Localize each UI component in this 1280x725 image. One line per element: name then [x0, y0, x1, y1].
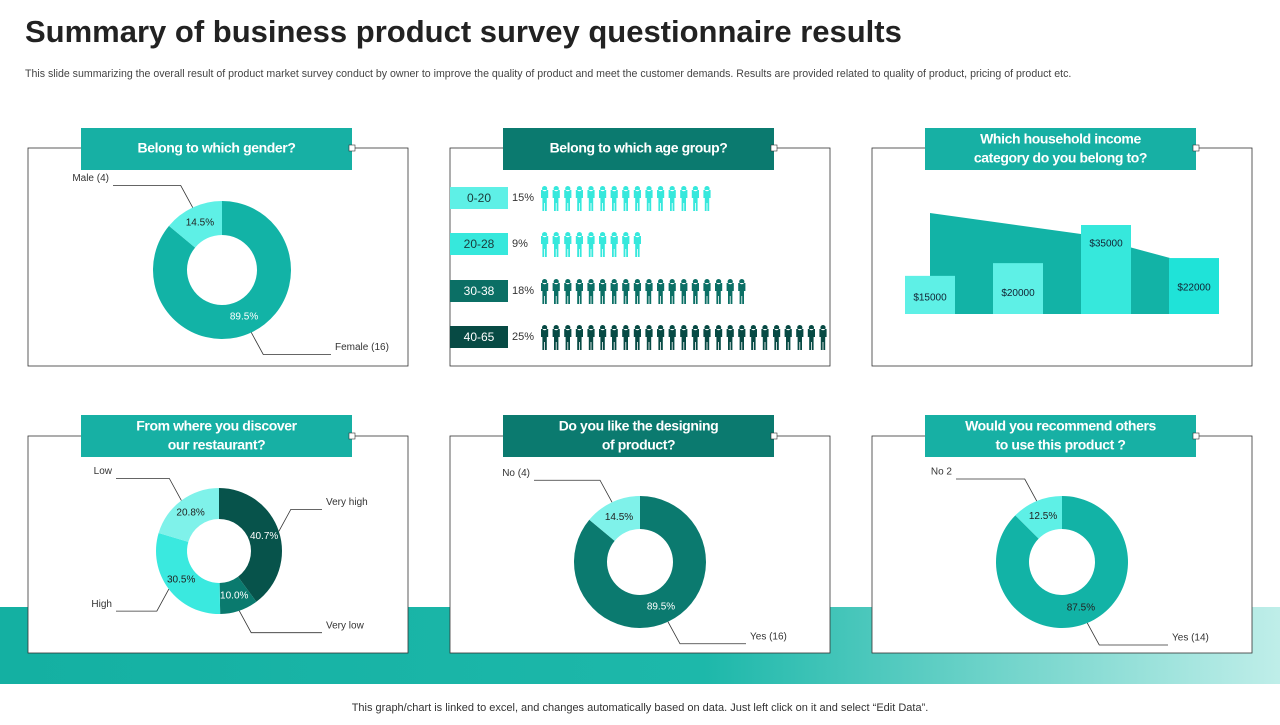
chart-title: Would you recommend others to use this pr…	[965, 417, 1156, 452]
panel-header	[925, 415, 1196, 457]
category-box	[450, 326, 508, 348]
bar	[1081, 225, 1131, 314]
category-label: Very high	[326, 497, 368, 508]
slice-value-label: 20.8%	[176, 508, 204, 519]
category-label: Male (4)	[72, 173, 109, 184]
donut-slice	[153, 201, 291, 340]
chart-title: Which household income category do you be…	[974, 130, 1147, 165]
slice-value-label: 10.0%	[220, 591, 248, 602]
person-icons	[541, 232, 641, 257]
category-label: High	[91, 599, 112, 610]
slice-value-label: 89.5%	[647, 601, 675, 612]
donut-slice	[219, 488, 283, 602]
chart-title: Do you like the designing of product?	[559, 417, 719, 452]
value-label: 18%	[512, 285, 534, 297]
value-label: 9%	[512, 238, 528, 250]
value-label: $15000	[913, 292, 947, 303]
panel-frame	[27, 435, 409, 654]
slice-value-label: 12.5%	[1029, 511, 1057, 522]
person-icons	[541, 279, 746, 304]
header-handle	[1192, 432, 1200, 440]
leader-line	[116, 588, 170, 612]
person-icons	[541, 325, 827, 350]
slide-title: Summary of business product survey quest…	[25, 14, 902, 49]
panel-header	[503, 128, 774, 170]
slice-value-label: 14.5%	[186, 218, 214, 229]
slice-value-label: 40.7%	[250, 531, 278, 542]
category-label: Very low	[326, 620, 365, 631]
category-label: 30-38	[464, 284, 495, 298]
donut-slice	[573, 496, 706, 629]
leader-line	[1086, 622, 1168, 646]
category-label: 20-28	[464, 237, 495, 251]
category-label: Yes (14)	[1172, 633, 1209, 644]
header-handle	[348, 144, 356, 152]
header-handle	[770, 432, 778, 440]
donut-slice	[995, 496, 1128, 628]
donut-slice	[158, 488, 219, 542]
panel-header	[503, 415, 774, 457]
category-label: Low	[94, 466, 113, 477]
value-label: 15%	[512, 192, 534, 204]
category-label: Female (16)	[335, 342, 389, 353]
header-handle	[348, 432, 356, 440]
person-icons	[541, 186, 711, 211]
donut-slice	[155, 533, 221, 614]
donut-slice	[589, 496, 640, 541]
donut-slice	[1015, 496, 1062, 539]
leader-line	[113, 185, 194, 208]
category-label: 40-65	[464, 330, 495, 344]
header-handle	[770, 144, 778, 152]
chart-title: Belong to which gender?	[137, 140, 295, 156]
chart-title: Belong to which age group?	[550, 140, 728, 156]
value-label: 25%	[512, 331, 534, 343]
category-label: No (4)	[502, 468, 530, 479]
category-label: No 2	[931, 467, 953, 478]
leader-line	[278, 508, 322, 532]
category-box	[450, 233, 508, 255]
bar	[1169, 258, 1219, 314]
category-label: 0-20	[467, 191, 491, 205]
value-label: $35000	[1089, 239, 1123, 250]
leader-line	[238, 610, 322, 634]
leader-line	[956, 478, 1038, 502]
value-label: $22000	[1177, 283, 1211, 294]
donut-slice	[219, 576, 257, 614]
leader-line	[667, 621, 746, 645]
bar	[993, 263, 1043, 314]
header-handle	[1192, 144, 1200, 152]
leader-line	[534, 479, 613, 503]
slice-value-label: 89.5%	[230, 312, 258, 323]
panel-header	[81, 415, 352, 457]
panel-header	[81, 128, 352, 170]
leader-line	[116, 478, 182, 501]
slice-value-label: 14.5%	[605, 512, 633, 523]
leader-line	[250, 332, 331, 355]
bar	[905, 275, 955, 314]
slice-value-label: 30.5%	[167, 574, 195, 585]
category-box	[450, 280, 508, 302]
slide-subtitle: This slide summarizing the overall resul…	[25, 68, 1071, 80]
category-label: Yes (16)	[750, 631, 787, 642]
category-box	[450, 187, 508, 209]
donut-slice	[168, 201, 222, 248]
slice-value-label: 87.5%	[1067, 602, 1095, 613]
value-label: $20000	[1001, 288, 1035, 299]
panel-header	[925, 128, 1196, 170]
chart-title: From where you discover our restaurant?	[136, 417, 297, 452]
footer-note: This graph/chart is linked to excel, and…	[352, 702, 929, 714]
